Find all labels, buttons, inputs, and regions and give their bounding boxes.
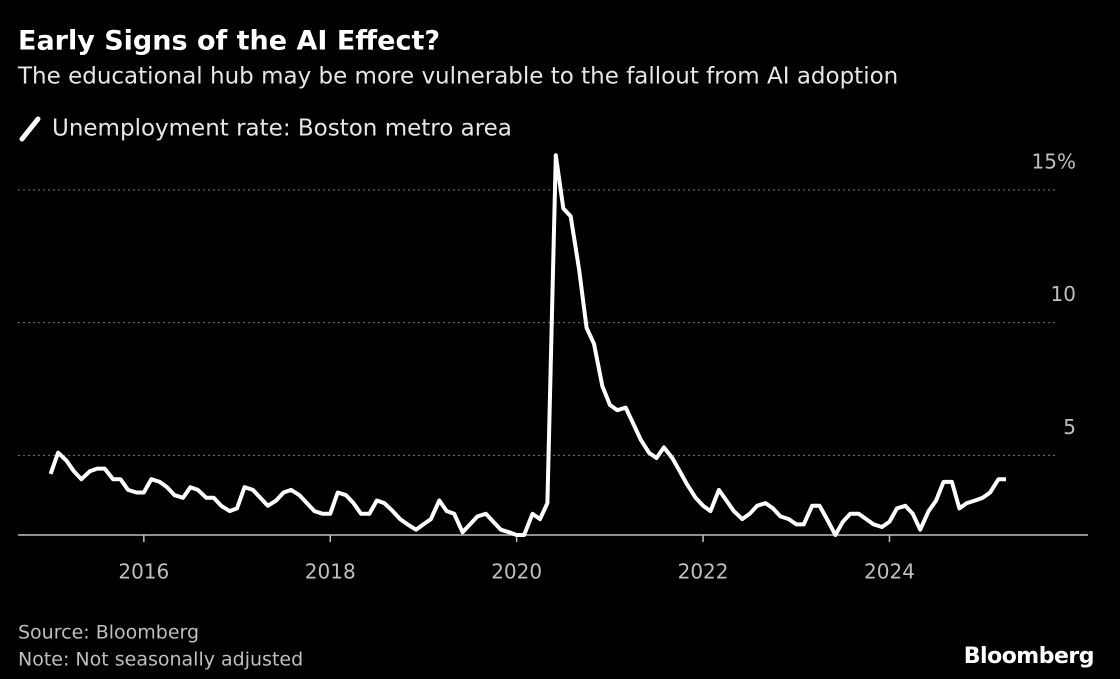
note: Note: Not seasonally adjusted <box>18 649 303 671</box>
x-tick-label: 2016 <box>118 560 169 584</box>
chart-title: Early Signs of the AI Effect? <box>18 26 440 57</box>
x-tick-label: 2020 <box>491 560 542 584</box>
y-tick-label: 15% <box>1032 149 1076 173</box>
legend-swatch <box>19 116 41 142</box>
source: Source: Bloomberg <box>18 622 199 644</box>
x-tick-label: 2018 <box>305 560 356 584</box>
data-line <box>48 153 1006 537</box>
legend-label: Unemployment rate: Boston metro area <box>52 116 512 142</box>
y-tick-label: 10 <box>1051 282 1076 306</box>
brand: Bloomberg <box>964 644 1094 669</box>
x-tick-label: 2022 <box>678 560 729 584</box>
y-tick-label: 5 <box>1063 415 1076 439</box>
x-tick-label: 2024 <box>864 560 915 584</box>
chart-subtitle: The educational hub may be more vulnerab… <box>17 64 898 90</box>
